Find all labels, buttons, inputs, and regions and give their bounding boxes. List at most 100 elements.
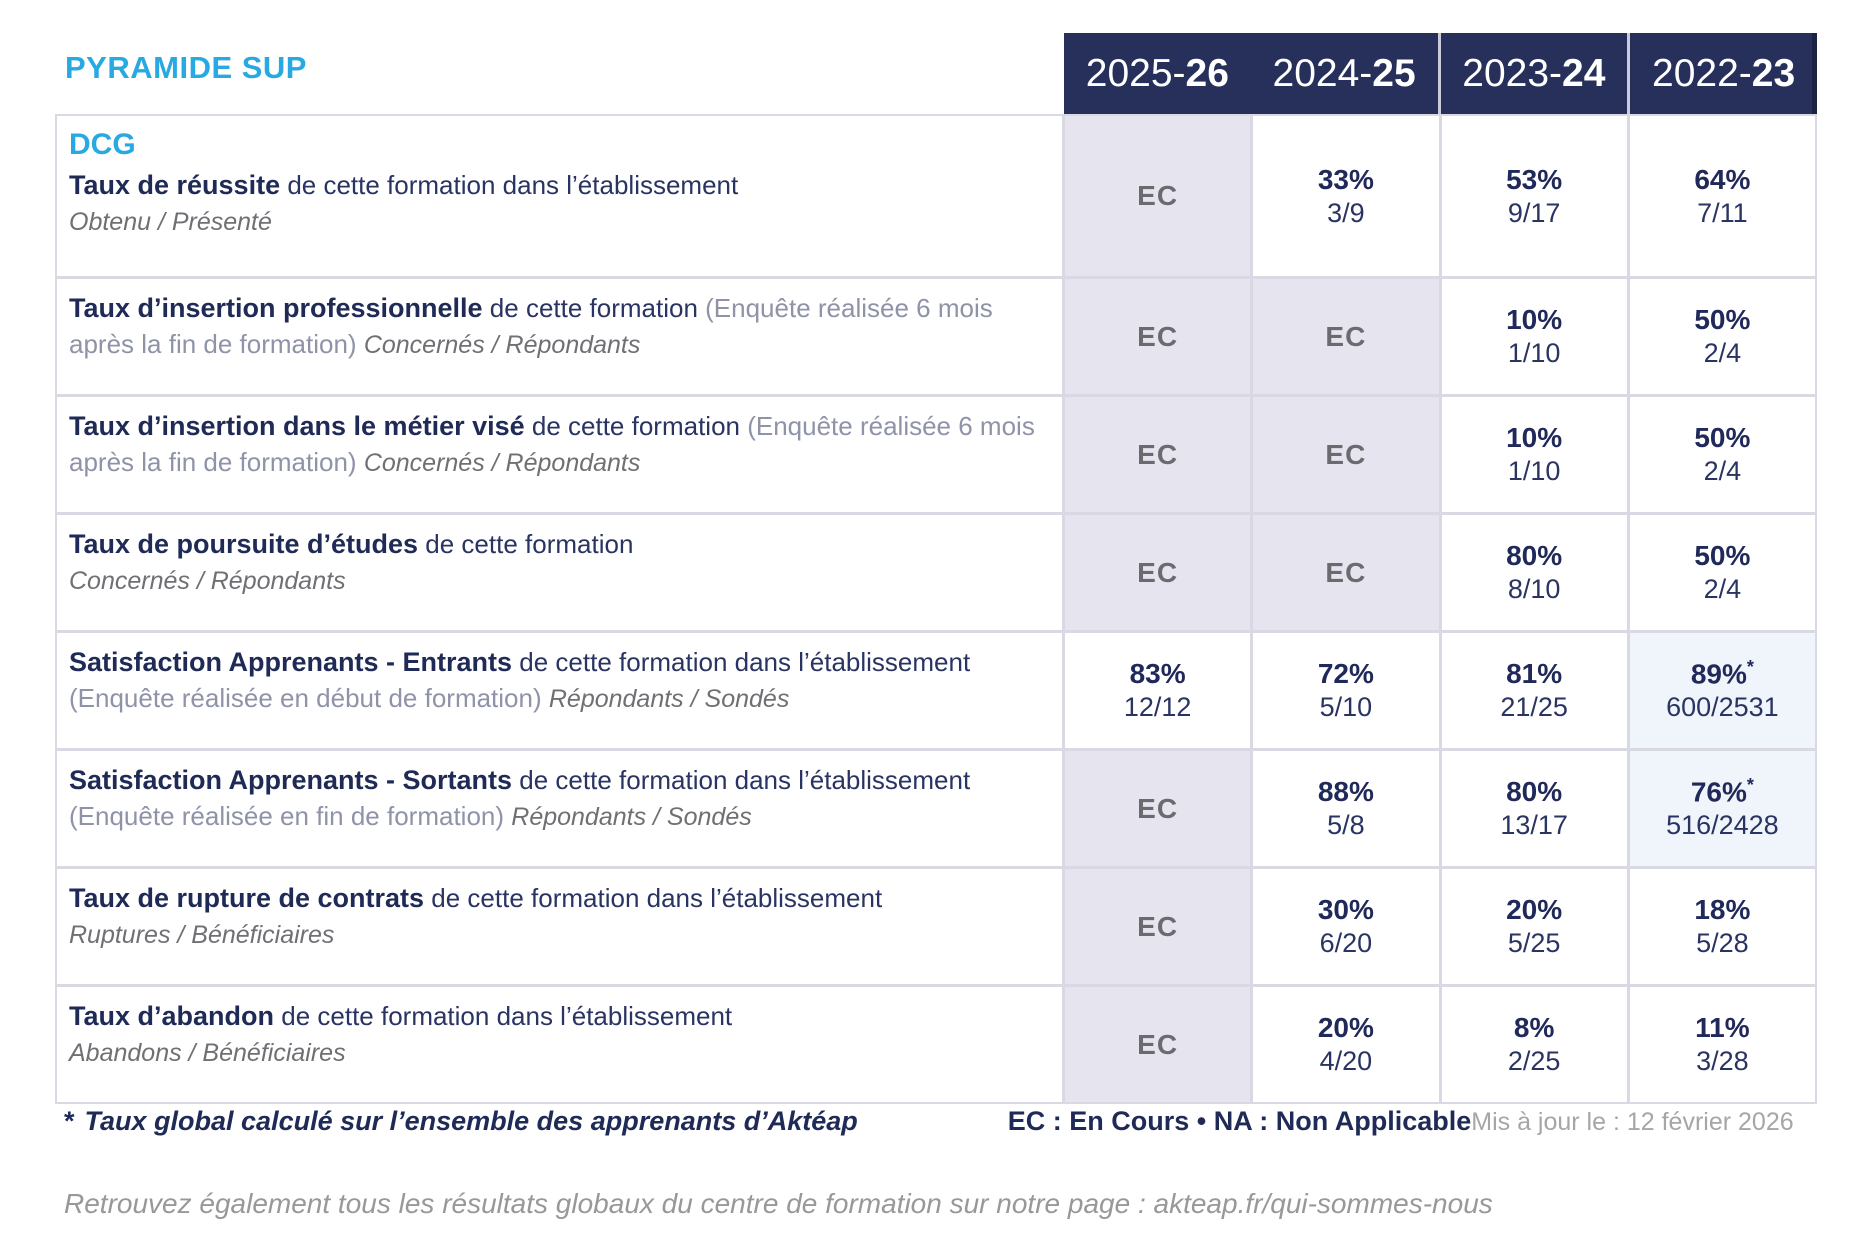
percent-value: 64%	[1694, 163, 1751, 195]
cell-fraction: 600/2531	[1666, 692, 1779, 723]
table-cell: 30% 6/20	[1253, 869, 1439, 984]
year-prefix: 2025-	[1085, 52, 1186, 95]
row-desc: de cette formation dans l’établissement	[280, 170, 739, 200]
table-cell: 81% 21/25	[1441, 633, 1627, 748]
year-suffix: 23	[1751, 52, 1796, 95]
row-title: Satisfaction Apprenants - Entrants	[69, 647, 513, 677]
percent-value: 11%	[1695, 1012, 1750, 1044]
asterisk: *	[1746, 774, 1754, 795]
row-desc: de cette formation	[482, 293, 706, 323]
cell-fraction: 2/4	[1703, 338, 1742, 369]
ec-badge: EC	[1137, 910, 1179, 942]
cell-percent: 81%	[1506, 656, 1562, 691]
table-cell: 53% 9/17	[1441, 116, 1627, 276]
percent-value: 50%	[1694, 540, 1751, 572]
cell-fraction: 2/4	[1703, 574, 1742, 605]
column-header-2024-25: 2024- 25	[1251, 33, 1438, 115]
cell-fraction: 12/12	[1123, 692, 1192, 723]
table-row-insertion-metier-vise: Taux d’insertion dans le métier visé de …	[57, 397, 1062, 512]
table-cell: 33% 3/9	[1253, 116, 1439, 276]
table-cell: 50% 2/4	[1629, 515, 1815, 630]
cell-percent: 50%	[1694, 538, 1750, 573]
percent-value: 10%	[1506, 422, 1563, 454]
row-title: Taux de réussite	[69, 170, 281, 200]
cell-fraction: 5/8	[1327, 810, 1365, 841]
year-suffix: 26	[1185, 52, 1229, 95]
row-paren: (Enquête réalisée en début de formation)	[69, 682, 549, 713]
year-suffix: 25	[1372, 52, 1416, 95]
percent-value: 50%	[1694, 304, 1751, 336]
table-row-rupture-contrats: Taux de rupture de contrats de cette for…	[57, 869, 1062, 984]
percent-value: 81%	[1506, 658, 1563, 690]
cell-fraction: 2/25	[1507, 1046, 1561, 1077]
row-subtitle: Abandons / Bénéficiaires	[69, 1038, 346, 1067]
footer-bar: * Taux global calculé sur l’ensemble des …	[64, 1106, 1794, 1137]
cell-percent: 50%	[1694, 420, 1750, 455]
table-cell: 72% 5/10	[1253, 633, 1439, 748]
percent-value: 80%	[1506, 776, 1563, 808]
cell-percent: 50%	[1694, 302, 1750, 337]
updated-date: Mis à jour le : 12 février 2026	[1471, 1108, 1794, 1136]
table-cell: EC	[1065, 116, 1251, 276]
column-header-2022-23: 2022- 23	[1627, 33, 1817, 115]
cell-percent: 80%	[1506, 538, 1562, 573]
row-desc: de cette formation	[524, 411, 748, 441]
cell-fraction: 4/20	[1319, 1046, 1373, 1077]
ec-badge: EC	[1325, 438, 1367, 470]
year-prefix: 2023-	[1462, 52, 1563, 95]
column-header-2025-26: 2025- 26	[1064, 33, 1251, 115]
cell-fraction: 3/9	[1327, 197, 1365, 228]
cell-percent: 72%	[1318, 656, 1374, 691]
table-cell: EC	[1065, 515, 1251, 630]
footnote: * Taux global calculé sur l’ensemble des …	[64, 1106, 858, 1137]
legend: EC : En Cours • NA : Non Applicable	[1007, 1106, 1472, 1136]
cell-percent: 30%	[1318, 892, 1374, 927]
cell-percent: 20%	[1506, 892, 1562, 927]
ec-badge: EC	[1137, 792, 1179, 824]
table-cell: EC	[1065, 397, 1251, 512]
cell-percent: 83%	[1130, 656, 1186, 691]
percent-value: 18%	[1694, 894, 1751, 926]
percent-value: 30%	[1317, 894, 1374, 926]
table-cell: EC	[1253, 279, 1439, 394]
table-cell: 11% 3/28	[1629, 987, 1815, 1102]
year-suffix: 24	[1562, 52, 1606, 95]
row-desc: de cette formation dans l’établissement	[512, 647, 971, 677]
table-row-insertion-professionnelle: Taux d’insertion professionnelle de cett…	[57, 279, 1062, 394]
table-cell: 76%* 516/2428	[1629, 751, 1815, 866]
cell-percent: 88%	[1318, 774, 1374, 809]
row-desc: de cette formation dans l’établissement	[274, 1001, 733, 1031]
row-desc: de cette formation dans l’établissement	[424, 883, 883, 913]
table-cell: 50% 2/4	[1629, 397, 1815, 512]
cell-fraction: 1/10	[1507, 456, 1561, 487]
row-paren: (Enquête réalisée 6 mois après la fin de…	[69, 411, 1035, 477]
cell-fraction: 2/4	[1703, 456, 1742, 487]
cell-percent: 18%	[1694, 892, 1750, 927]
ec-badge: EC	[1137, 1028, 1179, 1060]
ec-badge: EC	[1137, 438, 1179, 470]
row-paren: (Enquête réalisée en fin de formation)	[69, 800, 512, 831]
row-desc: de cette formation dans l’établissement	[512, 765, 971, 795]
percent-value: 88%	[1317, 776, 1374, 808]
table-cell: EC	[1065, 279, 1251, 394]
table-cell: 20% 5/25	[1441, 869, 1627, 984]
percent-value: 83%	[1129, 658, 1186, 690]
row-title: Taux d’insertion dans le métier visé	[69, 411, 525, 441]
percent-value: 8%	[1513, 1012, 1555, 1044]
cell-fraction: 9/17	[1507, 197, 1561, 228]
row-title: Taux d’abandon	[69, 1001, 275, 1031]
row-title: Satisfaction Apprenants - Sortants	[69, 765, 513, 795]
column-header-2023-24: 2023- 24	[1437, 33, 1628, 115]
row-desc: de cette formation	[418, 529, 634, 559]
percent-value: 10%	[1506, 304, 1563, 336]
asterisk: *	[1746, 656, 1754, 677]
table-cell: 80% 8/10	[1441, 515, 1627, 630]
row-title: Taux de poursuite d’études	[69, 529, 419, 559]
table-row-taux-de-reussite: DCG Taux de réussite de cette formation …	[57, 116, 1062, 276]
table-cell: EC	[1065, 869, 1251, 984]
cell-percent: 64%	[1694, 162, 1750, 197]
results-table: DCG Taux de réussite de cette formation …	[55, 114, 1817, 1104]
cell-percent: 8%	[1514, 1010, 1554, 1045]
cell-fraction: 3/28	[1696, 1046, 1749, 1077]
